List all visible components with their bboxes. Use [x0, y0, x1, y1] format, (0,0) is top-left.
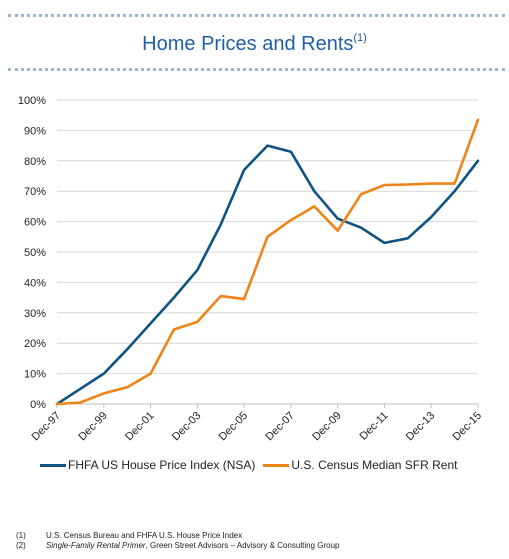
legend-swatch-hpi [40, 463, 66, 467]
y-tick-label: 30% [24, 308, 46, 320]
y-tick-label: 60% [24, 217, 46, 229]
x-tick-label: Dec-97 [30, 410, 64, 444]
line-chart: 0% 10% 20% 30% 40% 50% 60% 70% 80% 90% 100% Dec-97 D… [18, 95, 485, 444]
legend-item-rent: U.S. Census Median SFR Rent [263, 458, 457, 472]
x-tick-label: Dec-99 [76, 410, 110, 444]
y-tick-label: 20% [24, 338, 46, 350]
x-tick-label: Dec-15 [451, 410, 485, 444]
footnote-source-title: Single-Family Rental Primer [46, 541, 146, 550]
y-tick-label: 80% [24, 156, 46, 168]
x-tick-label: Dec-09 [310, 410, 344, 444]
x-tick-label: Dec-11 [358, 410, 391, 443]
page-title: Home Prices and Rents(1) [0, 32, 509, 56]
footnote-text: U.S. Census Bureau and FHFA U.S. House P… [46, 531, 243, 540]
x-tick-label: Dec-07 [263, 410, 297, 444]
footnote-source-rest: , Green Street Advisors – Advisory & Con… [145, 541, 340, 550]
y-tick-label: 0% [30, 399, 46, 411]
legend-label-hpi: FHFA US House Price Index (NSA) [68, 458, 256, 472]
title-text: Home Prices and Rents [142, 33, 354, 55]
footnote-number: (2) [16, 541, 26, 550]
footnote-text: Single-Family Rental Primer, Green Stree… [46, 541, 339, 551]
footnote-2: (2) Single-Family Rental Primer, Green S… [16, 541, 339, 551]
footnotes: (1) U.S. Census Bureau and FHFA U.S. Hou… [16, 531, 339, 551]
footnote-1: (1) U.S. Census Bureau and FHFA U.S. Hou… [16, 531, 339, 541]
x-tick-label: Dec-05 [217, 410, 251, 444]
title-divider [8, 68, 505, 71]
x-tick-label: Dec-13 [404, 410, 438, 444]
y-tick-label: 70% [24, 186, 46, 198]
series-line-house-price-index [55, 144, 480, 406]
legend-swatch-rent [263, 463, 290, 467]
chart-legend: FHFA US House Price Index (NSA) U.S. Cen… [40, 458, 465, 472]
top-divider [8, 14, 505, 17]
x-tick-label: Dec-01 [123, 410, 157, 444]
y-tick-label: 100% [18, 95, 46, 107]
y-tick-label: 40% [24, 277, 46, 289]
legend-item-hpi: FHFA US House Price Index (NSA) [40, 458, 255, 472]
title-footnote-ref: (1) [353, 32, 367, 44]
y-tick-label: 50% [24, 247, 46, 259]
legend-label-rent: U.S. Census Median SFR Rent [291, 458, 458, 472]
y-tick-label: 90% [24, 125, 46, 137]
x-tick-label: Dec-03 [170, 410, 204, 444]
footnote-number: (1) [16, 531, 26, 540]
series-line-sfr-rent [55, 118, 480, 406]
y-tick-label: 10% [24, 369, 46, 381]
